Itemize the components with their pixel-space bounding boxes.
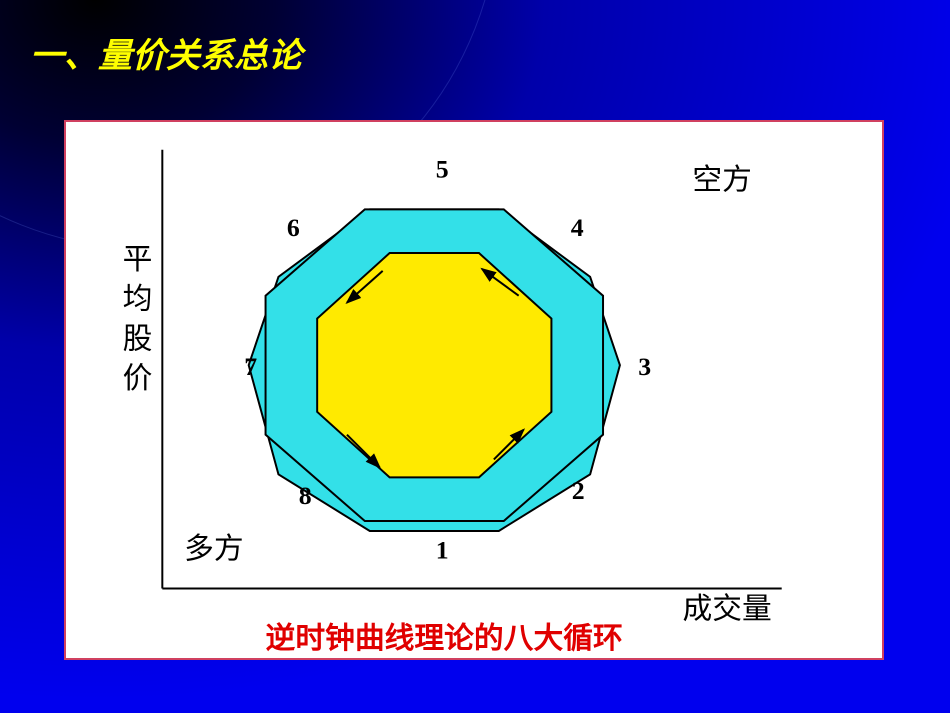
y-axis-label-4: 价 [123,362,153,395]
vertex-7: 7 [244,352,257,381]
vertex-8: 8 [299,481,312,510]
vertex-6: 6 [287,213,300,242]
y-axis-label-2: 均 [123,283,153,316]
slide-title: 一、量价关系总论 [30,28,302,77]
vertex-5: 5 [436,155,449,184]
vertex-3: 3 [638,352,651,381]
y-axis-label-3: 股 [123,322,153,355]
label-bottomleft: 多方 [184,533,244,566]
diagram-svg: 平 均 股 价 5 4 3 2 1 8 7 6 空方 多方 成交量 逆时钟曲线理… [66,122,882,658]
vertex-1: 1 [436,536,449,565]
x-axis-label: 成交量 [682,592,771,625]
inner-octagon [317,253,551,477]
diagram-caption: 逆时钟曲线理论的八大循环 [266,621,623,655]
label-topright: 空方 [692,163,752,196]
y-axis-label-1: 平 [123,243,153,276]
vertex-4: 4 [571,213,584,242]
diagram-card: 平 均 股 价 5 4 3 2 1 8 7 6 空方 多方 成交量 逆时钟曲线理… [64,120,884,660]
vertex-2: 2 [572,476,585,505]
